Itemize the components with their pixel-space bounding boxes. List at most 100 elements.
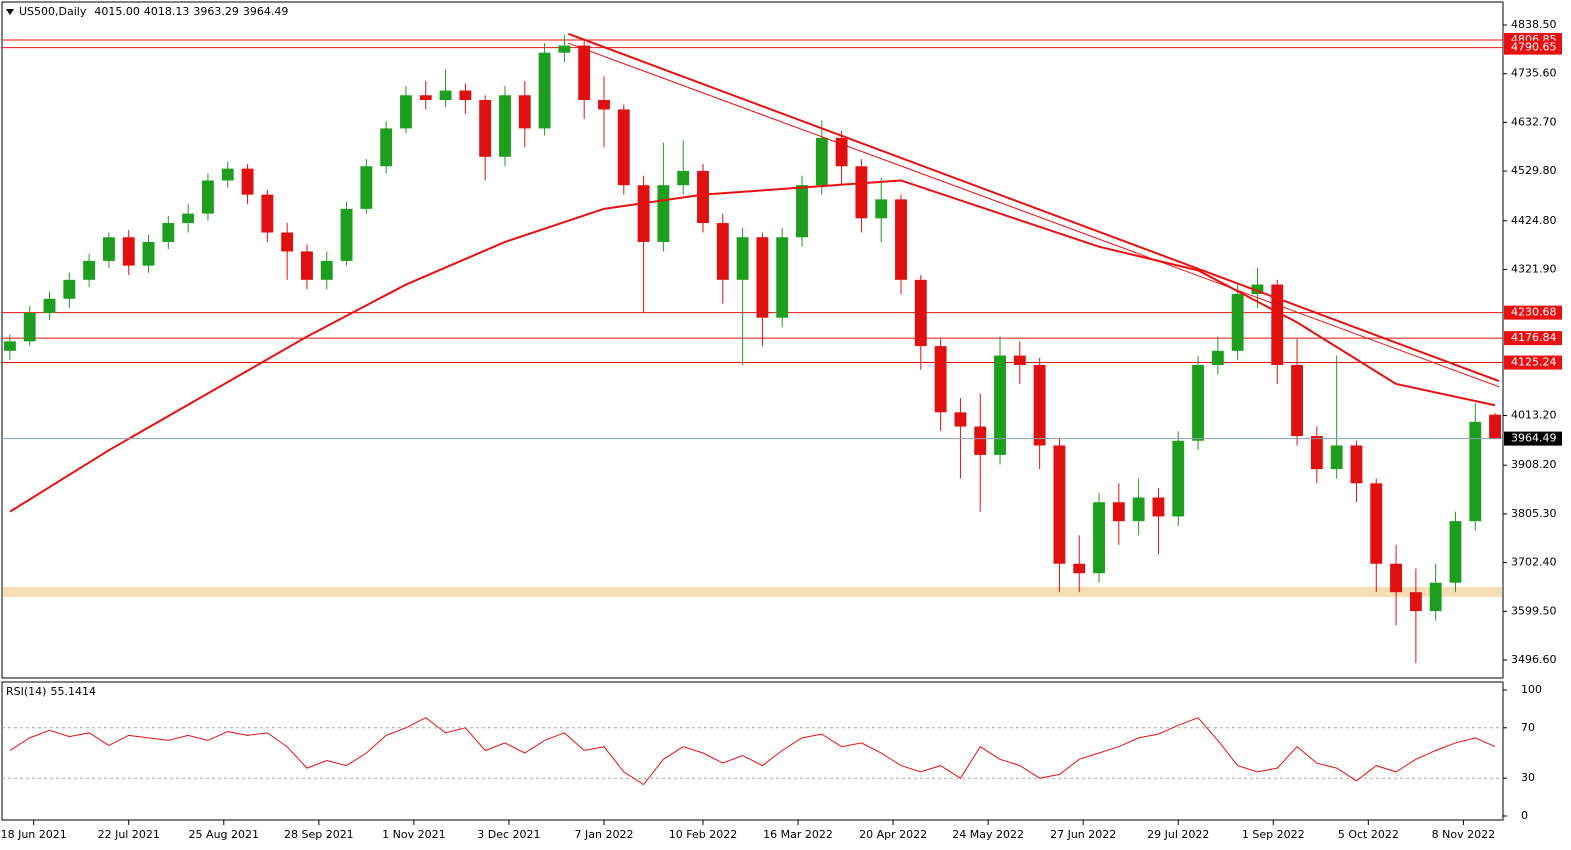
candle-body <box>855 166 868 219</box>
rsi-tick-label: 30 <box>1521 771 1535 784</box>
candle-body <box>1310 435 1323 470</box>
candle-body <box>1330 445 1343 470</box>
chart-header: US500,Daily 4015.00 4018.13 3963.29 3964.49 <box>19 5 288 18</box>
candle-body <box>1271 284 1284 366</box>
level-label: 4176.84 <box>1511 331 1557 344</box>
candle-body <box>162 223 175 242</box>
candle-body <box>1350 445 1363 484</box>
candle-body <box>598 100 610 110</box>
candle-body <box>736 237 749 280</box>
candle-body <box>637 185 650 242</box>
header-close: 3964.49 <box>243 5 289 18</box>
header-high: 4018.13 <box>144 5 190 18</box>
y-tick-label: 4632.70 <box>1511 115 1557 128</box>
rsi-value: 55.1414 <box>50 685 96 698</box>
candle-body <box>3 341 16 351</box>
candle-body <box>1132 497 1145 522</box>
candle-body <box>895 199 907 280</box>
candle-body <box>716 223 729 280</box>
candle-body <box>934 346 947 413</box>
candle-body <box>697 170 709 224</box>
candle-body <box>301 251 313 280</box>
candle-body <box>518 95 531 129</box>
y-tick-label: 3599.50 <box>1511 604 1557 617</box>
x-tick-label: 20 Apr 2022 <box>859 828 927 841</box>
menu-icon <box>6 9 14 15</box>
x-tick-label: 27 Jun 2022 <box>1050 828 1116 841</box>
candle-body <box>261 194 274 233</box>
y-tick-label: 3805.30 <box>1511 507 1557 520</box>
candle-body <box>776 237 789 318</box>
rsi-label: RSI(14) <box>6 685 46 698</box>
y-tick-label: 4735.60 <box>1511 67 1557 80</box>
y-tick-label: 3702.40 <box>1511 556 1557 569</box>
candle-body <box>1192 365 1204 441</box>
rsi-tick-label: 0 <box>1521 809 1528 822</box>
candle-body <box>558 45 571 53</box>
x-tick-label: 16 Mar 2022 <box>763 828 833 841</box>
y-tick-label: 3496.60 <box>1511 653 1557 666</box>
candle-body <box>63 279 76 299</box>
rsi-tick-label: 100 <box>1521 683 1542 696</box>
x-tick-label: 10 Feb 2022 <box>669 828 737 841</box>
price-label: 3964.49 <box>1511 432 1557 445</box>
level-label: 4125.24 <box>1511 356 1557 369</box>
rsi-line <box>9 717 1496 786</box>
x-tick-label: 1 Nov 2021 <box>382 828 445 841</box>
candle-body <box>122 237 135 266</box>
candle-body <box>1409 592 1422 612</box>
candle-body <box>1251 284 1264 295</box>
y-tick-label: 4321.90 <box>1511 262 1557 275</box>
header-low: 3963.29 <box>193 5 239 18</box>
candle-body <box>499 95 511 157</box>
trendline <box>567 32 1500 383</box>
candle-body <box>1152 497 1165 517</box>
candle-body <box>43 298 56 313</box>
y-tick-label: 4529.80 <box>1511 164 1557 177</box>
candle-body <box>459 90 472 101</box>
candle-body <box>835 137 848 167</box>
x-tick-label: 28 Sep 2021 <box>284 828 354 841</box>
price-label-box <box>1504 431 1562 446</box>
candle-body <box>914 279 927 347</box>
level-label-box <box>1504 355 1562 370</box>
candle-body <box>677 170 690 186</box>
candle-body <box>1093 502 1105 574</box>
x-tick-label: 24 May 2022 <box>952 828 1024 841</box>
candle-body <box>380 128 393 167</box>
candle-body <box>1112 502 1125 522</box>
main-panel <box>1 1 1504 679</box>
candle-body <box>994 355 1006 455</box>
level-label-box <box>1504 40 1562 55</box>
candle-body <box>617 109 630 186</box>
candle-body <box>83 260 96 280</box>
trendline <box>568 42 1500 388</box>
candle-body <box>400 95 412 129</box>
candle-body <box>360 166 373 209</box>
candle-body <box>102 237 115 261</box>
rsi-panel <box>1 681 1504 821</box>
level-label-box <box>1504 331 1562 346</box>
candle-body <box>419 95 432 101</box>
x-tick-label: 8 Nov 2022 <box>1432 828 1495 841</box>
candle-body <box>1469 421 1482 522</box>
candle-body <box>1291 365 1303 436</box>
y-tick-label: 3908.20 <box>1511 458 1557 471</box>
candle-body <box>1390 563 1403 593</box>
candle-body <box>479 100 492 157</box>
y-tick-label: 4013.20 <box>1511 409 1557 422</box>
candle-body <box>320 260 333 280</box>
candle-body <box>1429 582 1442 612</box>
candle-body <box>439 90 452 101</box>
x-tick-label: 5 Oct 2022 <box>1338 828 1399 841</box>
rsi-header: RSI(14) 55.1414 <box>6 685 96 698</box>
y-tick-label: 4424.80 <box>1511 214 1557 227</box>
header-open: 4015.00 <box>94 5 140 18</box>
x-tick-label: 7 Jan 2022 <box>575 828 634 841</box>
candle-body <box>815 137 828 186</box>
candle-body <box>340 208 353 261</box>
candle-body <box>1370 483 1383 564</box>
candle-body <box>954 412 967 427</box>
candle-body <box>875 199 888 219</box>
